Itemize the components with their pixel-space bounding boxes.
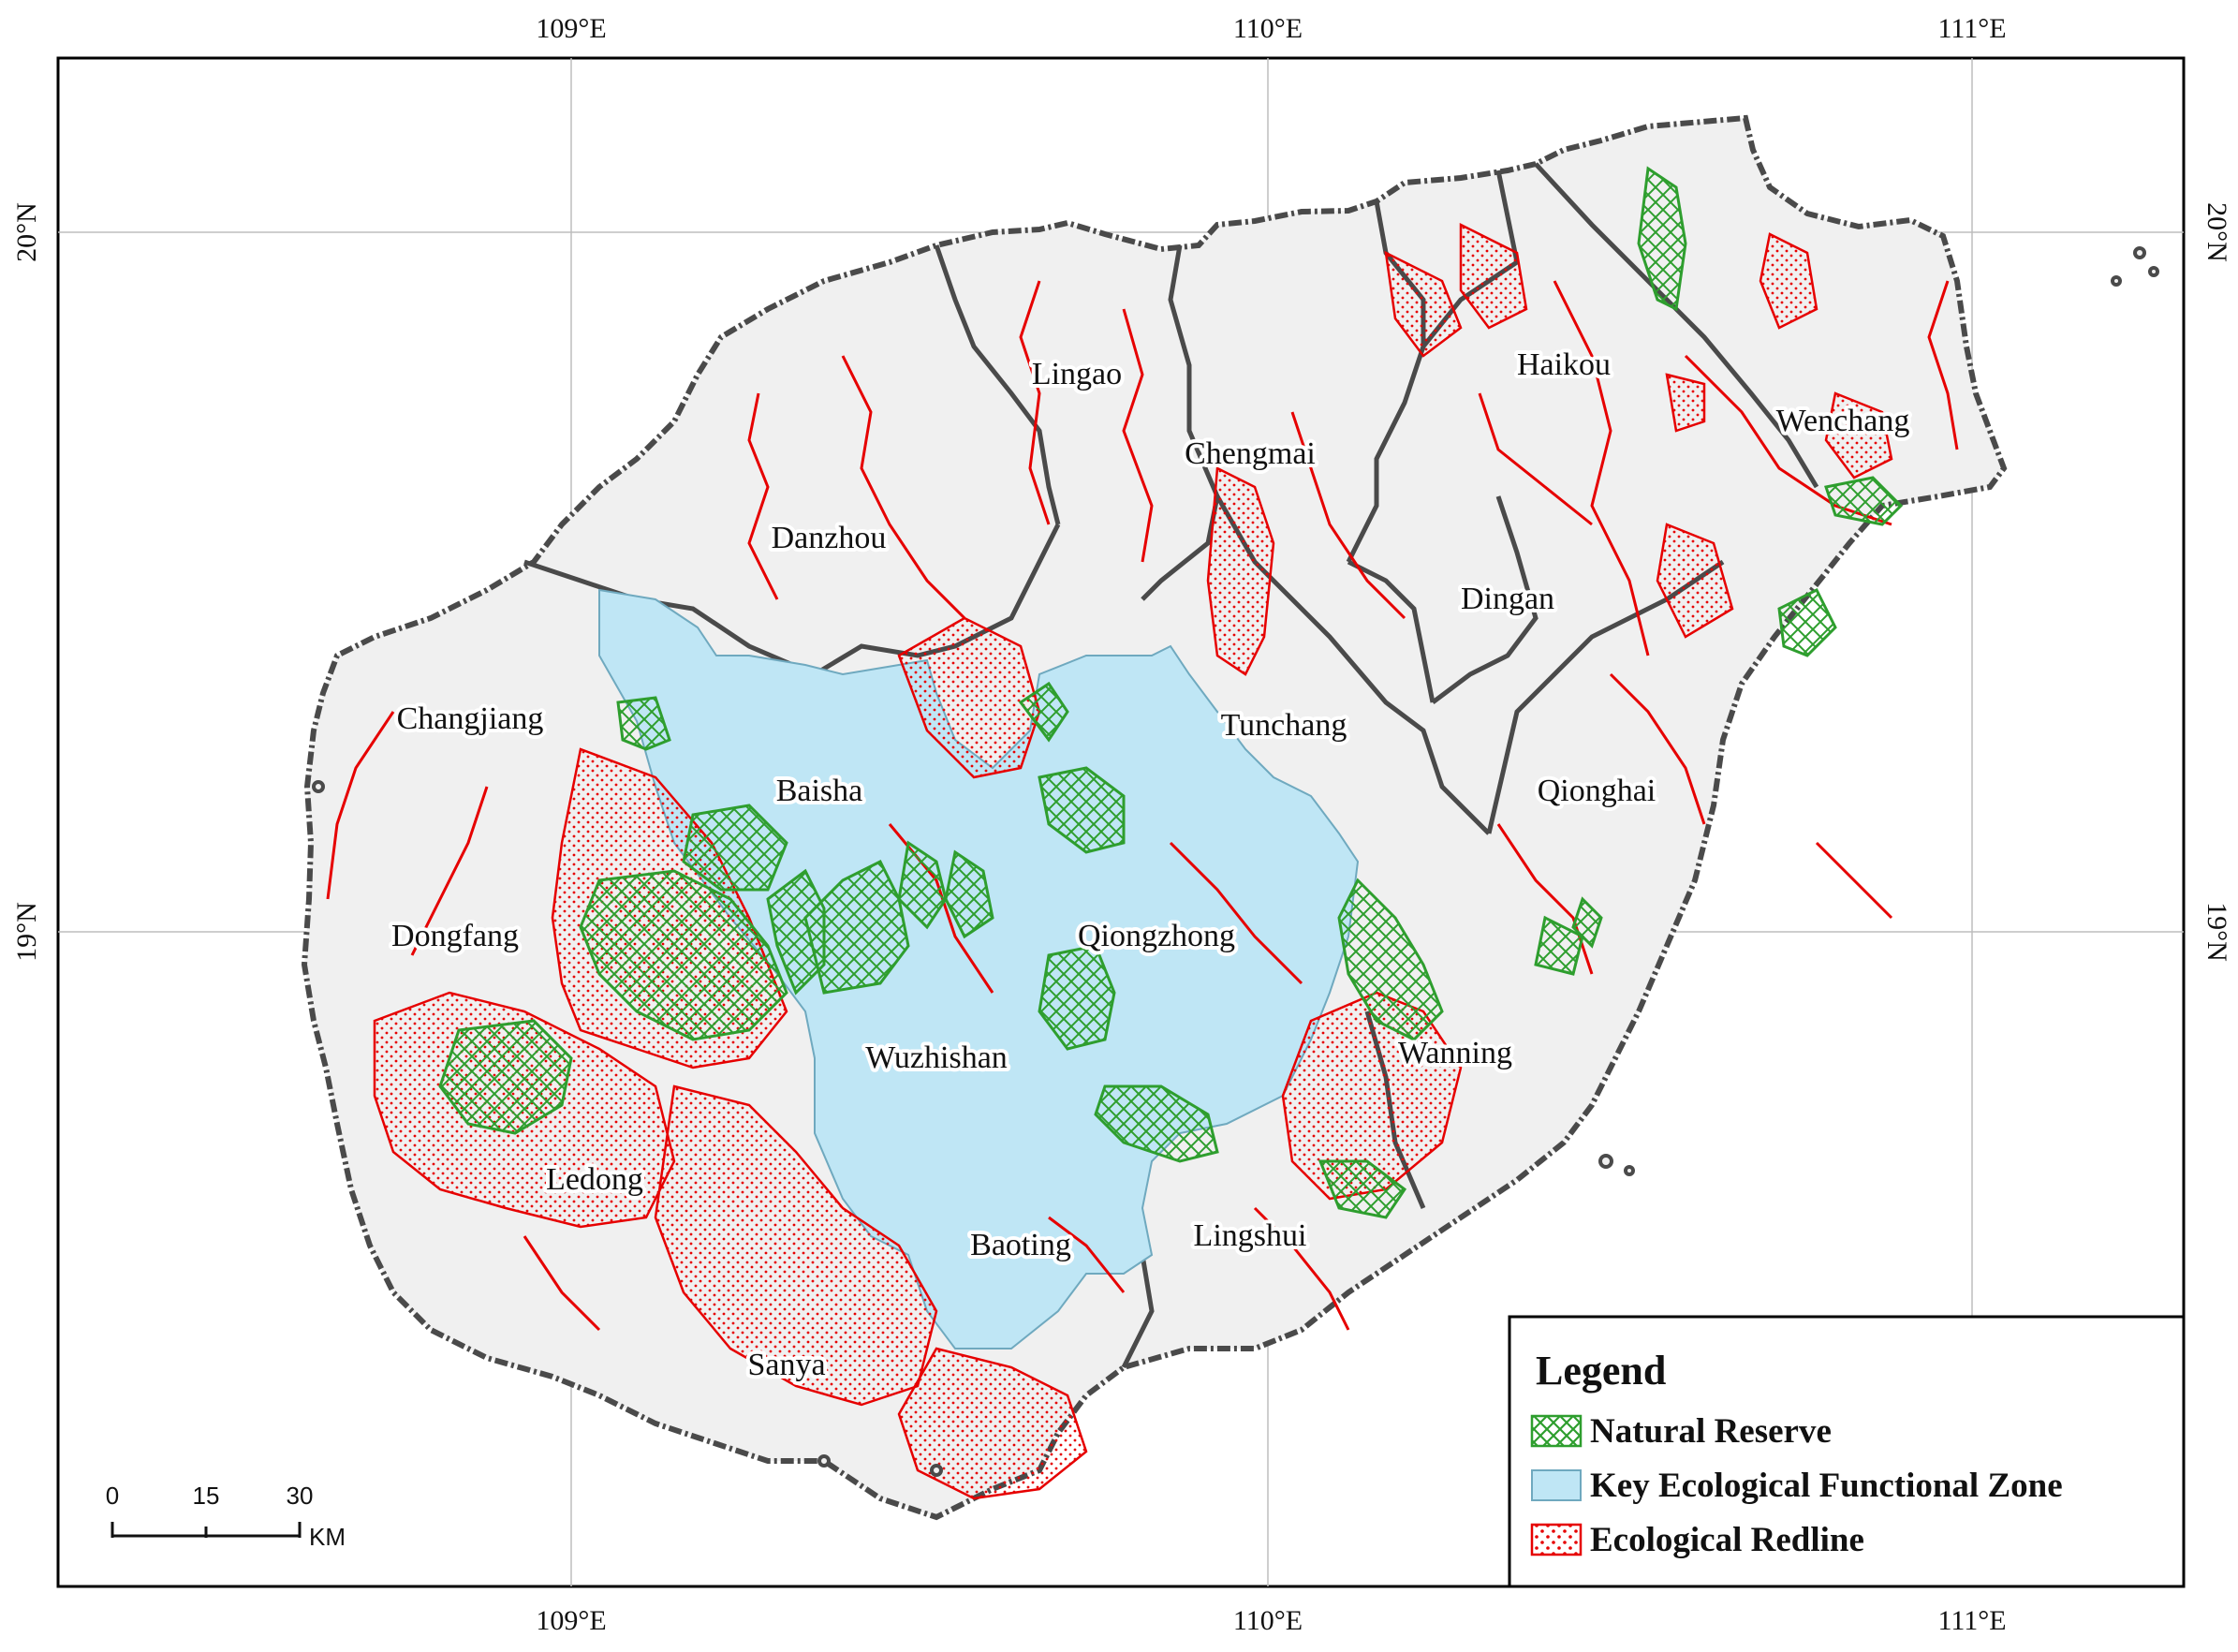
lon-label-110-bottom: 110°E xyxy=(1233,1605,1303,1636)
legend-swatch-ecological-redline xyxy=(1530,1523,1583,1556)
place-wanning: Wanning xyxy=(1398,1036,1512,1070)
legend-label-functional-zone: Key Ecological Functional Zone xyxy=(1590,1467,2063,1505)
place-ledong: Ledong xyxy=(546,1162,643,1197)
legend-label-ecological-redline: Ecological Redline xyxy=(1590,1521,1864,1559)
place-wuzhishan: Wuzhishan xyxy=(865,1040,1008,1075)
offshore-islets xyxy=(312,246,2159,1477)
lon-label-109-top: 109°E xyxy=(536,13,606,44)
place-dingan: Dingan xyxy=(1461,582,1554,616)
legend: Legend Natural Reserve Key Ecological Fu… xyxy=(1508,1315,2186,1588)
lat-label-20-right: 20°N xyxy=(2201,202,2232,262)
place-danzhou: Danzhou xyxy=(772,521,887,555)
place-baoting: Baoting xyxy=(970,1228,1071,1262)
place-sanya: Sanya xyxy=(747,1348,825,1382)
place-wenchang: Wenchang xyxy=(1776,404,1910,438)
scale-tick-0: 0 xyxy=(106,1482,119,1510)
lon-label-110-top: 110°E xyxy=(1233,13,1303,44)
lat-label-19-left: 19°N xyxy=(11,902,42,962)
lat-label-20-left: 20°N xyxy=(11,202,42,262)
place-haikou: Haikou xyxy=(1517,347,1611,382)
redline-corridors xyxy=(326,280,1959,1332)
legend-swatch-natural-reserve xyxy=(1530,1414,1583,1448)
place-chengmai: Chengmai xyxy=(1185,436,1316,471)
lon-label-111-top: 111°E xyxy=(1937,13,2006,44)
place-lingshui: Lingshui xyxy=(1194,1218,1307,1253)
place-labels: Lingao Haikou Wenchang Chengmai Danzhou … xyxy=(388,344,1913,1386)
scale-bar: 0 15 30 KM xyxy=(106,1482,346,1551)
scale-tick-15: 15 xyxy=(193,1482,220,1510)
legend-title: Legend xyxy=(1536,1348,1666,1394)
lat-label-19-right: 19°N xyxy=(2201,902,2232,962)
place-qionghai: Qionghai xyxy=(1538,774,1656,808)
place-changjiang: Changjiang xyxy=(397,701,544,736)
legend-label-natural-reserve: Natural Reserve xyxy=(1590,1412,1832,1451)
scale-tick-30: 30 xyxy=(287,1482,314,1510)
legend-swatch-functional-zone xyxy=(1531,1469,1582,1501)
lon-label-111-bottom: 111°E xyxy=(1937,1605,2006,1636)
place-baisha: Baisha xyxy=(776,774,863,808)
lon-label-109-bottom: 109°E xyxy=(536,1605,606,1636)
scale-unit: KM xyxy=(309,1523,346,1551)
place-qiongzhong: Qiongzhong xyxy=(1078,919,1235,953)
place-tunchang: Tunchang xyxy=(1221,708,1347,743)
place-lingao: Lingao xyxy=(1032,357,1122,391)
legend-box xyxy=(1508,1315,2186,1588)
place-dongfang: Dongfang xyxy=(391,919,519,953)
natural-reserves xyxy=(438,166,1904,1219)
